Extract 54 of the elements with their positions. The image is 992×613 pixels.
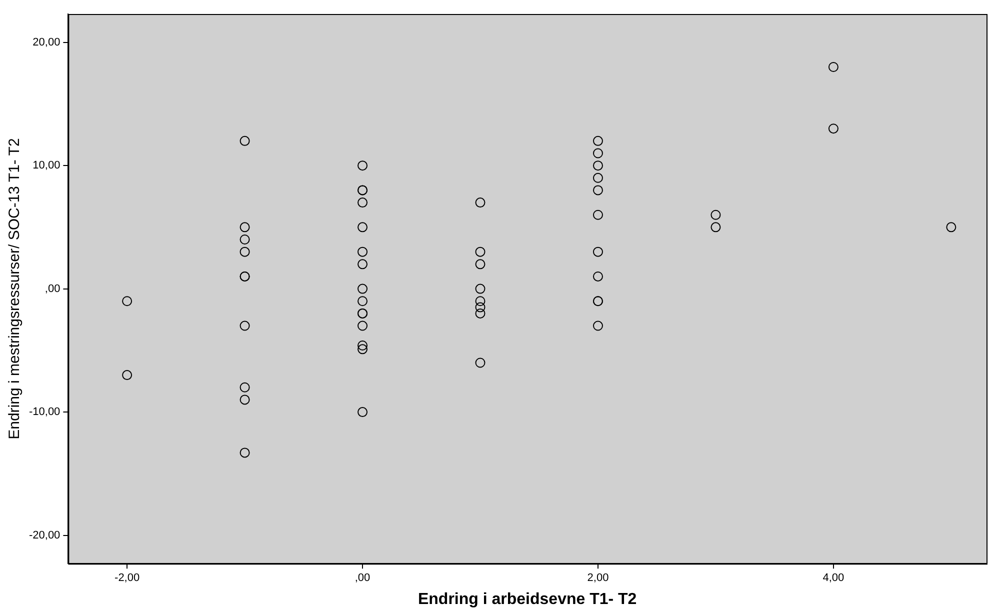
point (475, 259, 486, 270)
point (475, 198, 486, 208)
y-tick-label: -10,00 (28, 406, 60, 418)
x-tick-label: 2,00 (587, 572, 609, 584)
point (592, 136, 603, 146)
point (358, 284, 368, 294)
point (592, 320, 603, 331)
point (358, 259, 368, 270)
point (710, 222, 721, 232)
point (475, 284, 486, 294)
point (946, 222, 956, 232)
point (592, 246, 603, 257)
point (475, 296, 486, 306)
point (828, 124, 838, 134)
point (240, 222, 250, 232)
y-tick-label: -20,00 (28, 529, 60, 542)
y-axis-title: Endring i mestringsressurser/ SOC-13 T1- T2 (6, 138, 24, 440)
point (358, 246, 368, 257)
point (240, 320, 250, 331)
point (358, 340, 368, 350)
y-tick-label: ,00 (44, 282, 60, 295)
x-tick-label: ,00 (354, 572, 370, 584)
point (592, 172, 603, 183)
point (240, 394, 250, 405)
point (475, 308, 486, 318)
point (592, 271, 603, 282)
point (358, 344, 368, 354)
point (240, 448, 250, 458)
point (475, 246, 486, 257)
point (358, 296, 368, 306)
y-tick-label: 10,00 (32, 160, 60, 172)
point (240, 382, 250, 392)
point (592, 148, 603, 158)
point (592, 210, 603, 220)
point (828, 62, 838, 72)
point (592, 160, 603, 171)
point (240, 234, 250, 245)
point (358, 198, 368, 208)
x-tick-label: 4,00 (822, 572, 844, 584)
x-tick-label: -2,00 (114, 572, 140, 584)
point (475, 302, 486, 312)
point (475, 358, 486, 368)
point (122, 296, 132, 306)
point (358, 407, 368, 418)
point (358, 320, 368, 331)
point (358, 160, 368, 171)
point (710, 210, 721, 220)
point (240, 246, 250, 257)
point (122, 370, 132, 380)
y-tick-label: 20,00 (32, 36, 60, 48)
x-axis-title: Endring i arbeidsevne T1- T2 (418, 590, 637, 608)
point (592, 185, 603, 196)
point (240, 136, 250, 146)
point (358, 222, 368, 232)
